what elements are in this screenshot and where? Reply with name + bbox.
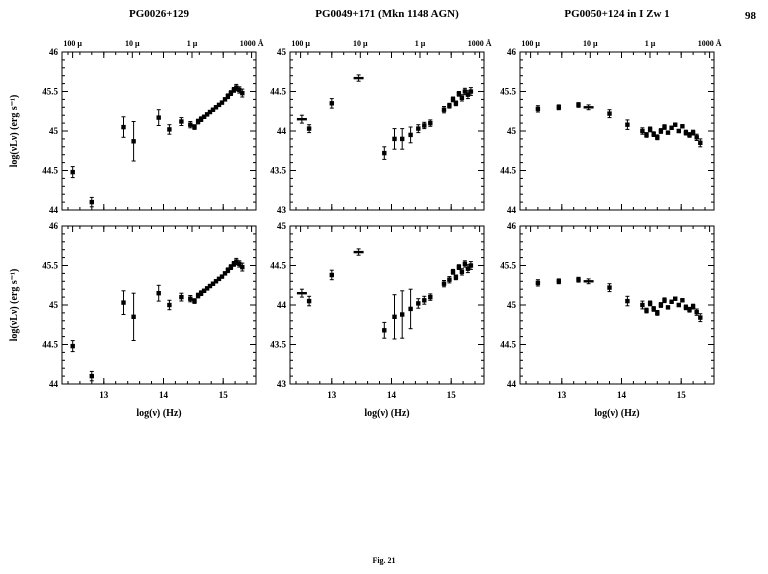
svg-text:43.5: 43.5 [270, 166, 286, 176]
svg-text:100 μ: 100 μ [291, 39, 310, 48]
svg-text:10 μ: 10 μ [125, 39, 140, 48]
svg-text:15: 15 [447, 390, 457, 400]
svg-text:46: 46 [507, 221, 517, 231]
x-axis-label-col3: log(ν) (Hz) [594, 408, 640, 419]
svg-text:10 μ: 10 μ [583, 39, 598, 48]
svg-text:45: 45 [277, 221, 287, 231]
panel-title-pg0049: PG0049+171 (Mkn 1148 AGN) [315, 8, 459, 20]
panel-title-pg0026: PG0026+129 [128, 8, 190, 20]
svg-text:44: 44 [277, 300, 287, 310]
svg-text:13: 13 [327, 390, 337, 400]
svg-text:44.5: 44.5 [270, 87, 286, 97]
svg-text:44: 44 [49, 205, 59, 215]
sed-panel-pg0049-bottom: 13 14 15 43 43.5 44 44.5 45 [270, 221, 485, 400]
sed-panel-pg0026-bottom: 13 14 15 44 44.5 45 45.5 46 [42, 221, 257, 400]
svg-text:45: 45 [507, 300, 517, 310]
svg-text:13: 13 [557, 390, 567, 400]
sed-panel-pg0050-top: 100 μ 10 μ 1 μ 1000 Å 44 44.5 45 45.5 46 [500, 39, 722, 215]
svg-text:45: 45 [49, 126, 59, 136]
svg-text:45: 45 [507, 126, 517, 136]
svg-text:43: 43 [277, 379, 287, 389]
sed-panel-pg0050-bottom: 13 14 15 44 44.5 45 45.5 46 [500, 221, 715, 400]
svg-text:15: 15 [219, 390, 229, 400]
svg-text:1 μ: 1 μ [645, 39, 656, 48]
svg-text:1000 Å: 1000 Å [240, 39, 264, 48]
sed-panel-pg0026-top: 100 μ 10 μ 1 μ 1000 Å 44 44.5 45 45.5 46 [42, 39, 264, 215]
svg-text:45: 45 [277, 47, 287, 57]
svg-text:13: 13 [99, 390, 109, 400]
figure-caption: Fig. 21 [372, 556, 396, 565]
svg-text:46: 46 [507, 47, 517, 57]
page-number: 98 [745, 10, 756, 22]
svg-text:100 μ: 100 μ [521, 39, 540, 48]
svg-text:10 μ: 10 μ [353, 39, 368, 48]
svg-text:43: 43 [277, 205, 287, 215]
svg-text:1 μ: 1 μ [415, 39, 426, 48]
svg-text:45.5: 45.5 [42, 261, 58, 271]
svg-text:44.5: 44.5 [270, 261, 286, 271]
svg-text:44: 44 [507, 379, 517, 389]
svg-text:46: 46 [49, 221, 59, 231]
svg-text:1000 Å: 1000 Å [468, 39, 492, 48]
svg-text:44.5: 44.5 [500, 340, 516, 350]
svg-text:44.5: 44.5 [500, 166, 516, 176]
svg-text:1000 Å: 1000 Å [698, 39, 722, 48]
svg-text:45: 45 [49, 300, 59, 310]
svg-text:44: 44 [277, 126, 287, 136]
svg-text:45.5: 45.5 [42, 87, 58, 97]
svg-text:45.5: 45.5 [500, 87, 516, 97]
svg-text:45.5: 45.5 [500, 261, 516, 271]
svg-text:14: 14 [617, 390, 627, 400]
svg-text:1 μ: 1 μ [187, 39, 198, 48]
svg-text:44: 44 [507, 205, 517, 215]
svg-text:14: 14 [159, 390, 169, 400]
sed-panel-pg0049-top: 100 μ 10 μ 1 μ 1000 Å 43 43.5 44 44.5 45 [270, 39, 492, 215]
svg-text:46: 46 [49, 47, 59, 57]
x-axis-label-col2: log(ν) (Hz) [364, 408, 410, 419]
panel-title-pg0050: PG0050+124 in I Zw 1 [564, 8, 670, 20]
svg-text:44.5: 44.5 [42, 340, 58, 350]
svg-text:14: 14 [387, 390, 397, 400]
svg-text:15: 15 [677, 390, 687, 400]
svg-text:100 μ: 100 μ [63, 39, 82, 48]
y-axis-label-top-row: log(νLν) (erg s⁻¹) [9, 94, 20, 168]
x-axis-label-col1: log(ν) (Hz) [136, 408, 182, 419]
svg-text:43.5: 43.5 [270, 340, 286, 350]
y-axis-label-bottom-row: log(νLν) (erg s⁻¹) [9, 268, 20, 342]
svg-text:44: 44 [49, 379, 59, 389]
svg-text:44.5: 44.5 [42, 166, 58, 176]
